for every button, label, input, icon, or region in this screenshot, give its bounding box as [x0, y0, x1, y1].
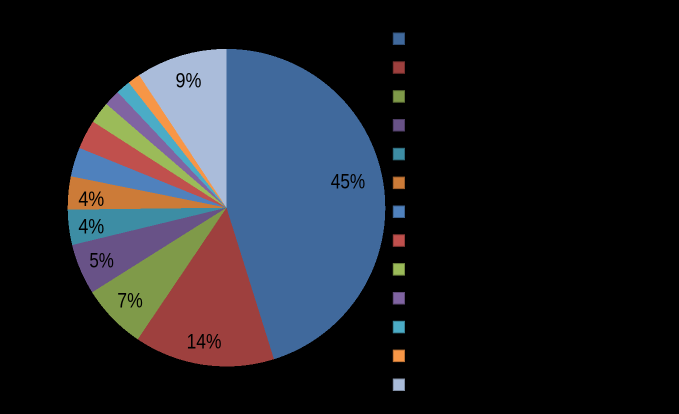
svg-text:4%: 4%	[78, 215, 104, 239]
svg-text:4%: 4%	[78, 188, 104, 212]
svg-text:9%: 9%	[176, 69, 202, 93]
svg-text:45%: 45%	[331, 171, 365, 194]
svg-text:7%: 7%	[117, 289, 142, 313]
svg-text:14%: 14%	[187, 331, 222, 354]
svg-text:5%: 5%	[89, 250, 114, 273]
